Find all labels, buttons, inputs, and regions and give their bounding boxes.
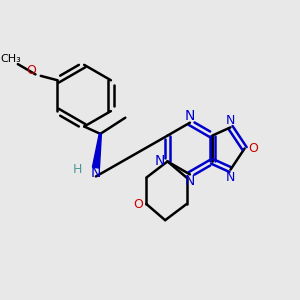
Text: N: N: [226, 170, 235, 184]
Text: O: O: [26, 64, 36, 77]
Text: N: N: [91, 166, 101, 180]
Text: O: O: [248, 142, 258, 155]
Text: N: N: [226, 114, 235, 127]
Text: N: N: [185, 109, 195, 123]
Text: O: O: [133, 197, 143, 211]
Text: N: N: [155, 154, 165, 169]
Polygon shape: [92, 134, 101, 168]
Text: N: N: [185, 174, 195, 188]
Text: CH₃: CH₃: [0, 54, 21, 64]
Text: H: H: [73, 163, 82, 176]
